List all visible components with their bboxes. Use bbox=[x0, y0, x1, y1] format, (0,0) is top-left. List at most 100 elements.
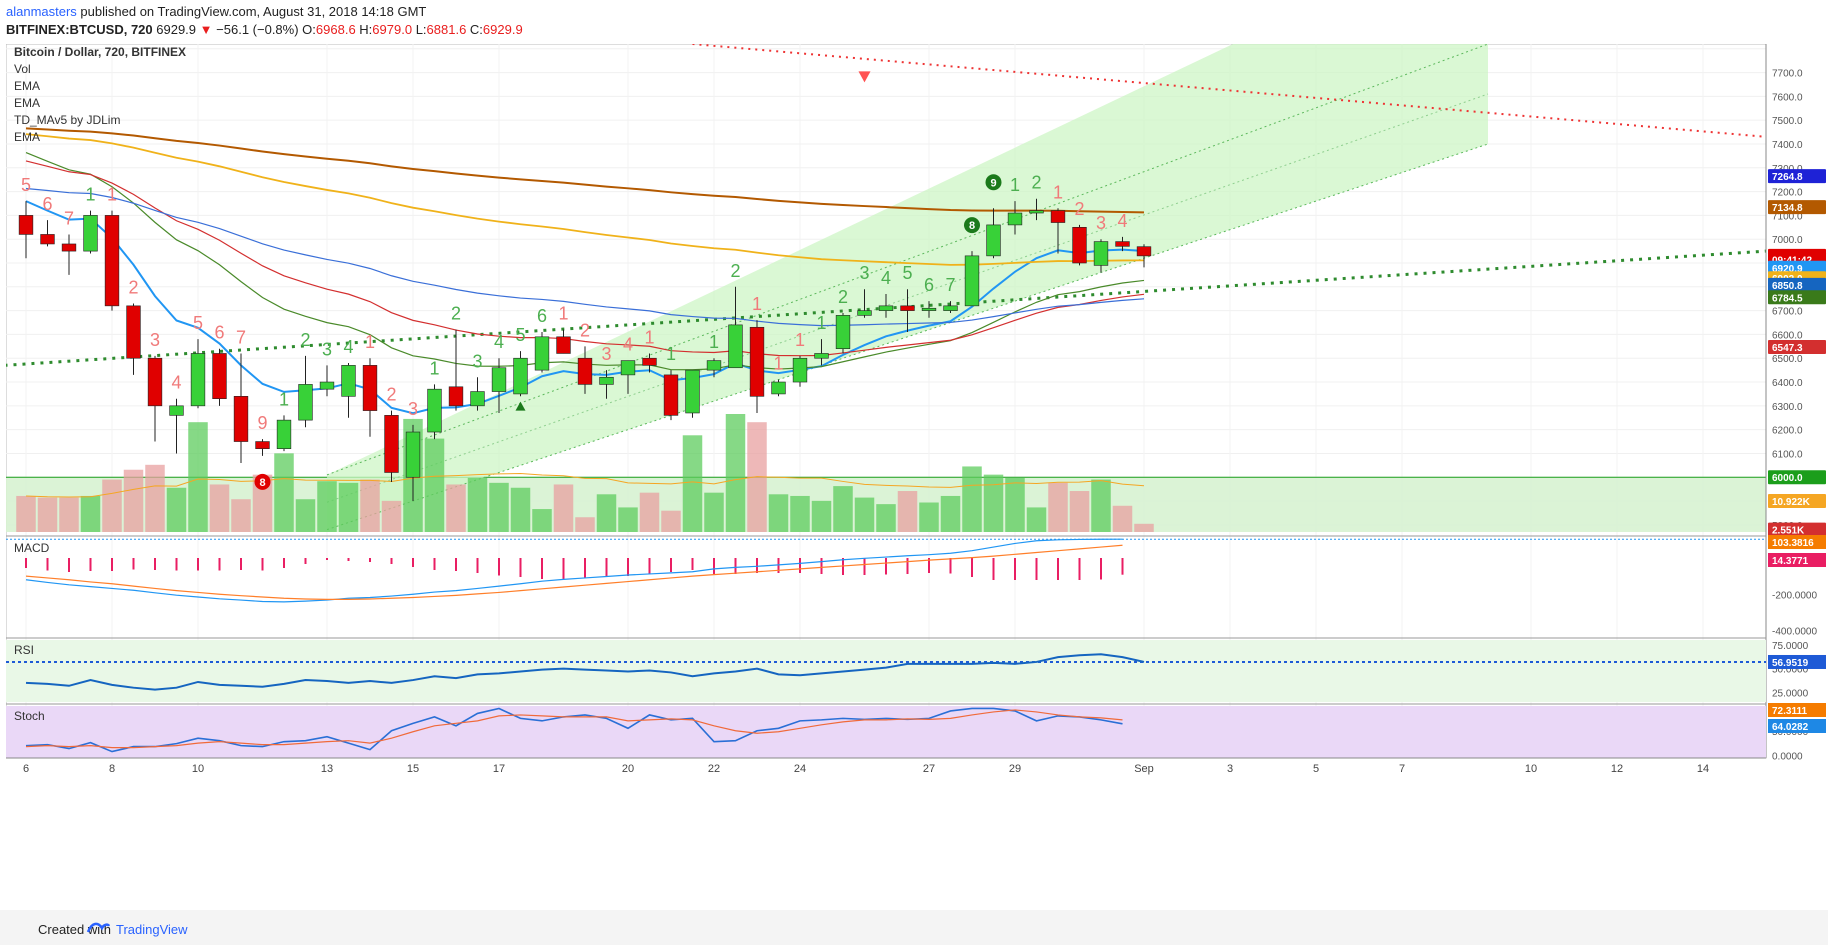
candle-body bbox=[986, 224, 1001, 257]
volume-bar bbox=[940, 495, 961, 532]
td-sell-count: 3 bbox=[601, 344, 611, 364]
td-sell-count: 1 bbox=[365, 332, 375, 352]
volume-bar bbox=[532, 509, 552, 532]
footer-brand-link[interactable]: TradingView bbox=[116, 922, 188, 937]
candle-body bbox=[190, 353, 206, 407]
time-tick-label: 12 bbox=[1611, 763, 1623, 775]
macd-tick-label: -200.0000 bbox=[1772, 590, 1817, 601]
macd-value-tag-bg bbox=[1768, 535, 1826, 549]
change-arrow-icon: ▼ bbox=[199, 22, 213, 37]
td-buy-count: 1 bbox=[429, 358, 439, 378]
price-tick-label: 6400.0 bbox=[1772, 378, 1803, 389]
td-sell-count: 4 bbox=[171, 373, 181, 393]
ema-blue-line bbox=[25, 187, 1145, 327]
candle-body bbox=[212, 353, 227, 399]
time-tick-label: 3 bbox=[1227, 763, 1233, 775]
price-tag-label: 2.551K bbox=[1772, 526, 1805, 537]
candle-body bbox=[104, 215, 120, 307]
volume-bar bbox=[575, 517, 595, 532]
candle-body bbox=[964, 255, 980, 307]
volume-bar bbox=[467, 477, 488, 532]
td-buy-count: 5 bbox=[902, 263, 912, 283]
td-sell-count: 7 bbox=[64, 208, 74, 228]
td-sell-count: 1 bbox=[752, 294, 762, 314]
price-tag-bg bbox=[1768, 494, 1826, 509]
price-tag-label: 6000.0 bbox=[1772, 473, 1803, 484]
volume-bar bbox=[166, 487, 187, 532]
candle-body bbox=[319, 381, 335, 390]
price-tag-label: 6920.9 bbox=[1772, 264, 1803, 275]
ema-gold-line bbox=[25, 133, 1145, 266]
td-buy-count: 2 bbox=[730, 261, 740, 281]
td-buy-count: 1 bbox=[666, 344, 676, 364]
candle-body bbox=[685, 369, 700, 414]
price-tag-bg bbox=[1768, 277, 1826, 292]
candle-body bbox=[900, 305, 915, 311]
td-sell-count: 6 bbox=[42, 194, 52, 214]
candle-body bbox=[620, 360, 636, 376]
legend-entry: Vol bbox=[14, 62, 31, 76]
td-sell-count: 1 bbox=[644, 327, 654, 347]
price-tick-label: 6300.0 bbox=[1772, 402, 1803, 413]
price-tag-label: 7134.8 bbox=[1772, 203, 1803, 214]
td-buy-count: 4 bbox=[494, 332, 504, 352]
candle-body bbox=[405, 431, 421, 478]
candle-body bbox=[577, 357, 593, 385]
stoch-value-tag: 72.3111 bbox=[1772, 706, 1807, 717]
candle-body bbox=[642, 357, 657, 366]
candle-body bbox=[728, 324, 743, 369]
channel-bottom-line bbox=[326, 143, 1489, 531]
ema-brown-line bbox=[25, 127, 1145, 214]
volume-bar bbox=[1069, 491, 1090, 532]
low-label: L: bbox=[415, 22, 427, 37]
td-sell-count: 9 bbox=[257, 413, 267, 433]
volume-bar bbox=[618, 507, 638, 532]
stoch-tick-label: 0.0000 bbox=[1772, 752, 1803, 763]
volume-bar bbox=[919, 502, 939, 532]
ascending-channel bbox=[327, 24, 1488, 530]
price-tick-label: 7100.0 bbox=[1772, 211, 1803, 222]
time-tick-label: 5 bbox=[1313, 763, 1319, 775]
td-sell-count: 4 bbox=[1117, 211, 1127, 231]
volume-bar bbox=[725, 414, 746, 532]
price-tag-label: 6850.8 bbox=[1772, 281, 1803, 292]
macd-line bbox=[25, 538, 1123, 603]
candle-body bbox=[427, 388, 442, 433]
time-tick-label: 10 bbox=[192, 763, 204, 775]
stoch-d-line bbox=[25, 709, 1123, 749]
td-buy-count: 3 bbox=[859, 263, 869, 283]
candle-body bbox=[18, 215, 34, 235]
price-tag-bg bbox=[1768, 290, 1826, 305]
stoch-band bbox=[6, 706, 1766, 758]
author-link[interactable]: alanmasters bbox=[6, 4, 77, 19]
time-tick-label: 22 bbox=[708, 763, 720, 775]
rsi-tick-label: 25.0000 bbox=[1772, 688, 1809, 699]
volume-bar bbox=[317, 481, 337, 532]
td-buy-count: 2 bbox=[838, 287, 848, 307]
candle-body bbox=[663, 374, 679, 416]
candle-body bbox=[749, 326, 765, 397]
volume-bar bbox=[854, 497, 875, 532]
candle-body bbox=[255, 441, 270, 449]
candle-body bbox=[921, 307, 937, 311]
candle-body bbox=[1136, 246, 1152, 257]
td-buy-count: 1 bbox=[816, 313, 826, 333]
td-sell-count: 1 bbox=[773, 354, 783, 374]
price-tick-label: 7500.0 bbox=[1772, 116, 1803, 127]
td-buy-count: 1 bbox=[709, 332, 719, 352]
price-tag-bg bbox=[1768, 169, 1826, 184]
time-tick-label: 17 bbox=[493, 763, 505, 775]
volume-bar bbox=[16, 495, 36, 532]
volume-bar bbox=[446, 484, 466, 532]
td-sell-count: 3 bbox=[408, 399, 418, 419]
volume-bar bbox=[145, 464, 165, 532]
volume-bar bbox=[274, 453, 294, 532]
time-tick-label: 10 bbox=[1525, 763, 1537, 775]
td-sell-count: 2 bbox=[1074, 199, 1084, 219]
stoch-value-tag-bg bbox=[1768, 703, 1826, 717]
candle-body bbox=[491, 367, 507, 392]
last-price: 6929.9 bbox=[156, 22, 197, 37]
candle-body bbox=[298, 384, 313, 421]
